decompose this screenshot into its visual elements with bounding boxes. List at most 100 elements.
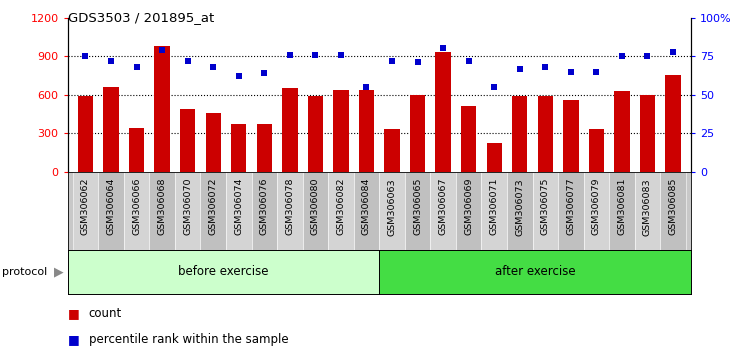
- Text: ▶: ▶: [54, 265, 63, 278]
- Bar: [201, 172, 226, 250]
- Text: GSM306062: GSM306062: [81, 178, 90, 235]
- Bar: [436, 52, 451, 172]
- Text: GSM306064: GSM306064: [107, 178, 116, 235]
- Text: GSM306081: GSM306081: [617, 178, 626, 235]
- Bar: [635, 172, 660, 250]
- Bar: [180, 109, 195, 172]
- Point: [105, 58, 117, 64]
- Text: before exercise: before exercise: [178, 265, 269, 278]
- Text: ■: ■: [68, 333, 80, 346]
- Bar: [665, 75, 680, 172]
- Text: count: count: [89, 307, 122, 320]
- Text: percentile rank within the sample: percentile rank within the sample: [89, 333, 288, 346]
- Point: [437, 46, 449, 51]
- Bar: [589, 129, 604, 172]
- Bar: [538, 96, 553, 172]
- Text: GSM306077: GSM306077: [566, 178, 575, 235]
- Text: GSM306083: GSM306083: [643, 178, 652, 235]
- Bar: [558, 172, 584, 250]
- Bar: [328, 172, 354, 250]
- Bar: [609, 172, 635, 250]
- Text: after exercise: after exercise: [495, 265, 575, 278]
- Point: [616, 53, 628, 59]
- Text: GSM306068: GSM306068: [158, 178, 167, 235]
- Bar: [410, 95, 425, 172]
- Text: protocol: protocol: [2, 267, 47, 277]
- Bar: [481, 172, 507, 250]
- Bar: [308, 96, 323, 172]
- Text: GSM306070: GSM306070: [183, 178, 192, 235]
- Bar: [379, 172, 405, 250]
- Bar: [333, 90, 348, 172]
- Text: GSM306084: GSM306084: [362, 178, 371, 235]
- Text: GSM306069: GSM306069: [464, 178, 473, 235]
- Point: [284, 52, 296, 57]
- Text: GSM306085: GSM306085: [668, 178, 677, 235]
- Bar: [231, 124, 246, 172]
- Bar: [124, 172, 149, 250]
- Point: [360, 84, 372, 90]
- Bar: [257, 124, 272, 172]
- Bar: [456, 172, 481, 250]
- Bar: [660, 172, 686, 250]
- Point: [641, 53, 653, 59]
- Bar: [252, 172, 277, 250]
- Bar: [129, 128, 144, 172]
- Bar: [512, 96, 527, 172]
- Bar: [385, 129, 400, 172]
- Point: [80, 53, 92, 59]
- Bar: [73, 172, 98, 250]
- Bar: [104, 87, 119, 172]
- Point: [565, 69, 577, 74]
- Bar: [640, 95, 655, 172]
- Text: GSM306073: GSM306073: [515, 178, 524, 235]
- Bar: [149, 172, 175, 250]
- Bar: [461, 106, 476, 172]
- Point: [258, 70, 270, 76]
- Bar: [563, 100, 578, 172]
- Point: [131, 64, 143, 70]
- Point: [386, 58, 398, 64]
- Point: [309, 52, 321, 57]
- Text: GSM306074: GSM306074: [234, 178, 243, 235]
- Point: [539, 64, 551, 70]
- Text: GSM306063: GSM306063: [388, 178, 397, 235]
- Point: [207, 64, 219, 70]
- Text: GSM306076: GSM306076: [260, 178, 269, 235]
- Bar: [430, 172, 456, 250]
- Point: [590, 69, 602, 74]
- Text: GSM306082: GSM306082: [336, 178, 345, 235]
- Text: GDS3503 / 201895_at: GDS3503 / 201895_at: [68, 11, 214, 24]
- Bar: [507, 172, 532, 250]
- Text: GSM306078: GSM306078: [285, 178, 294, 235]
- Bar: [206, 113, 221, 172]
- Point: [514, 66, 526, 72]
- Text: GSM306079: GSM306079: [592, 178, 601, 235]
- Bar: [277, 172, 303, 250]
- Text: GSM306080: GSM306080: [311, 178, 320, 235]
- Bar: [78, 96, 93, 172]
- Bar: [175, 172, 201, 250]
- Point: [182, 58, 194, 64]
- Bar: [487, 143, 502, 172]
- Text: GSM306065: GSM306065: [413, 178, 422, 235]
- Text: GSM306075: GSM306075: [541, 178, 550, 235]
- Bar: [303, 172, 328, 250]
- Text: ■: ■: [68, 307, 80, 320]
- Point: [667, 49, 679, 55]
- Bar: [98, 172, 124, 250]
- Bar: [359, 90, 374, 172]
- Bar: [584, 172, 609, 250]
- Text: GSM306067: GSM306067: [439, 178, 448, 235]
- Point: [463, 58, 475, 64]
- Point: [156, 47, 168, 53]
- Bar: [405, 172, 430, 250]
- Text: GSM306072: GSM306072: [209, 178, 218, 235]
- Text: GSM306066: GSM306066: [132, 178, 141, 235]
- Bar: [155, 46, 170, 172]
- Bar: [354, 172, 379, 250]
- Bar: [614, 91, 629, 172]
- Bar: [282, 88, 297, 172]
- Point: [488, 84, 500, 90]
- Point: [335, 52, 347, 57]
